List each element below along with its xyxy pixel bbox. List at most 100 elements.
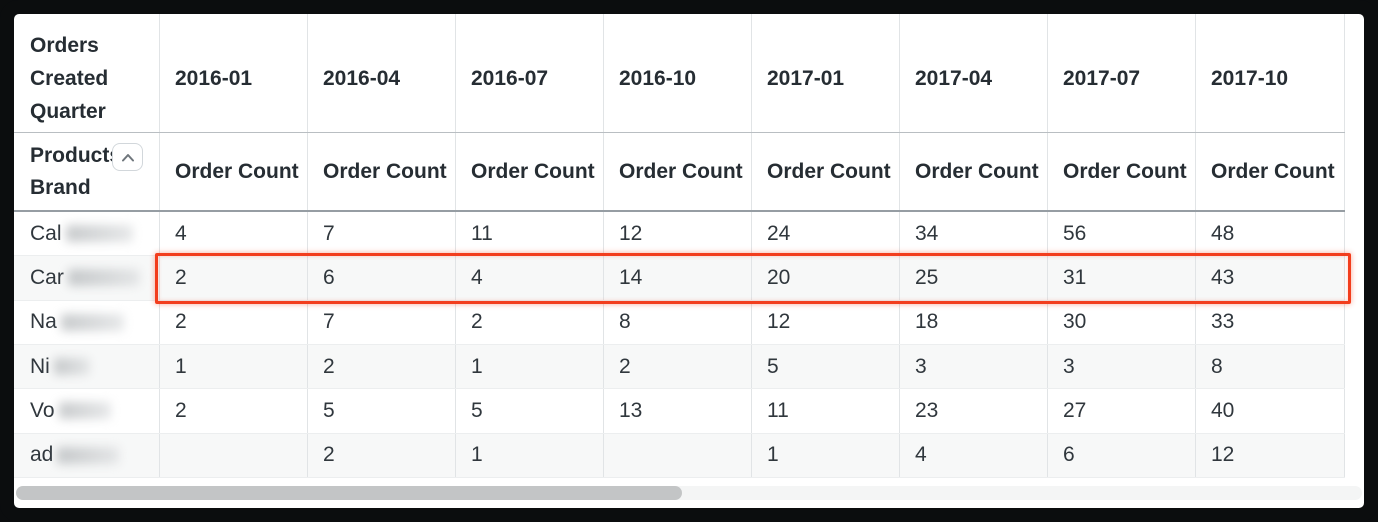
table-cell[interactable]: 25 [900,256,1048,300]
table-cell[interactable]: 1 [160,344,308,389]
measure-header-row: Products Brand Order Count Order Count O… [14,133,1345,212]
column-header-2017-04[interactable]: 2017-04 [900,14,1048,132]
table-cell[interactable]: 7 [308,300,456,344]
table-cell[interactable]: 6 [308,256,456,300]
table-cell[interactable]: 3 [900,344,1048,389]
redacted-blur [57,446,120,464]
table-cell[interactable]: 2 [456,300,604,344]
table-cell[interactable]: 1 [456,344,604,389]
redacted-blur [58,402,111,420]
measure-header[interactable]: Order Count [900,133,1048,210]
table-cell[interactable]: 27 [1048,389,1196,433]
table-cell[interactable]: 56 [1048,212,1196,256]
measure-header[interactable]: Order Count [604,133,752,210]
table-cell[interactable]: 4 [900,433,1048,477]
table-cell[interactable]: 5 [456,389,604,433]
table-cell[interactable]: 20 [752,256,900,300]
scrollbar-thumb[interactable] [16,486,682,500]
measure-header[interactable]: Order Count [1048,133,1196,210]
measure-header[interactable]: Order Count [456,133,604,210]
column-header-2016-04[interactable]: 2016-04 [308,14,456,132]
column-header-2017-10[interactable]: 2017-10 [1196,14,1345,132]
table-cell[interactable]: 12 [752,300,900,344]
brand-prefix: Vo [30,398,55,422]
table-cell[interactable]: 2 [160,389,308,433]
brand-prefix: Car [30,265,64,289]
row-header[interactable]: Ni [14,344,160,389]
brand-prefix: ad [30,443,54,467]
table-cell[interactable]: 5 [752,344,900,389]
table-cell[interactable]: 12 [1196,433,1345,477]
chevron-up-icon [121,153,134,161]
column-header-2016-07[interactable]: 2016-07 [456,14,604,132]
table-row-highlighted: Car 2 6 4 14 20 25 31 43 [14,256,1345,301]
data-table-panel: Orders Created Quarter 2016-01 2016-04 2… [14,14,1364,508]
sort-ascending-button[interactable] [112,143,143,171]
table-cell[interactable]: 40 [1196,389,1345,433]
table-cell[interactable]: 3 [1048,344,1196,389]
column-header-2017-07[interactable]: 2017-07 [1048,14,1196,132]
table-cell[interactable]: 11 [752,389,900,433]
table-cell[interactable]: 11 [456,212,604,256]
table-cell[interactable]: 31 [1048,256,1196,300]
table-cell[interactable] [160,433,308,477]
table-cell[interactable]: 24 [752,212,900,256]
column-header-row: Orders Created Quarter 2016-01 2016-04 2… [14,14,1345,133]
table-cell[interactable]: 4 [160,212,308,256]
redacted-blur [53,358,90,376]
row-dimension-header[interactable]: Products Brand [14,133,160,210]
table-cell[interactable]: 33 [1196,300,1345,344]
row-header[interactable]: Cal [14,212,160,256]
table-cell[interactable]: 18 [900,300,1048,344]
table-row: ad 2 1 1 4 6 12 [14,433,1345,478]
brand-prefix: Na [30,310,57,334]
table-cell[interactable]: 30 [1048,300,1196,344]
table-cell[interactable]: 5 [308,389,456,433]
table-cell[interactable]: 1 [456,433,604,477]
table-cell[interactable]: 6 [1048,433,1196,477]
table-cell[interactable]: 34 [900,212,1048,256]
horizontal-scrollbar[interactable] [16,486,1362,500]
row-header[interactable]: Na [14,300,160,344]
table-row: Vo 2 5 5 13 11 23 27 40 [14,389,1345,434]
measure-header[interactable]: Order Count [752,133,900,210]
brand-prefix: Cal [30,221,62,245]
row-dimension-label: Products Brand [30,143,122,199]
table-cell[interactable]: 2 [160,256,308,300]
measure-header[interactable]: Order Count [1196,133,1345,210]
row-header[interactable]: Vo [14,389,160,433]
table-row: Na 2 7 2 8 12 18 30 33 [14,300,1345,345]
table-row: Cal 4 7 11 12 24 34 56 48 [14,212,1345,257]
table-cell[interactable]: 23 [900,389,1048,433]
corner-header[interactable]: Orders Created Quarter [14,14,160,132]
table-cell[interactable]: 43 [1196,256,1345,300]
table-cell[interactable]: 2 [308,344,456,389]
measure-header[interactable]: Order Count [308,133,456,210]
table-cell[interactable]: 48 [1196,212,1345,256]
table-cell[interactable]: 8 [604,300,752,344]
table-cell[interactable] [604,433,752,477]
table-cell[interactable]: 8 [1196,344,1345,389]
table-cell[interactable]: 12 [604,212,752,256]
redacted-blur [60,313,124,331]
row-header[interactable]: ad [14,433,160,477]
redacted-blur [67,269,140,287]
column-header-2017-01[interactable]: 2017-01 [752,14,900,132]
table-cell[interactable]: 14 [604,256,752,300]
table-cell[interactable]: 2 [160,300,308,344]
pivot-table: Orders Created Quarter 2016-01 2016-04 2… [14,14,1345,478]
table-cell[interactable]: 4 [456,256,604,300]
table-row: Ni 1 2 1 2 5 3 3 8 [14,344,1345,390]
table-cell[interactable]: 1 [752,433,900,477]
brand-prefix: Ni [30,354,50,378]
column-header-2016-10[interactable]: 2016-10 [604,14,752,132]
measure-header[interactable]: Order Count [160,133,308,210]
table-cell[interactable]: 13 [604,389,752,433]
redacted-blur [65,225,133,243]
table-cell[interactable]: 2 [604,344,752,389]
column-header-2016-01[interactable]: 2016-01 [160,14,308,132]
table-cell[interactable]: 2 [308,433,456,477]
row-header[interactable]: Car [14,256,160,300]
table-cell[interactable]: 7 [308,212,456,256]
